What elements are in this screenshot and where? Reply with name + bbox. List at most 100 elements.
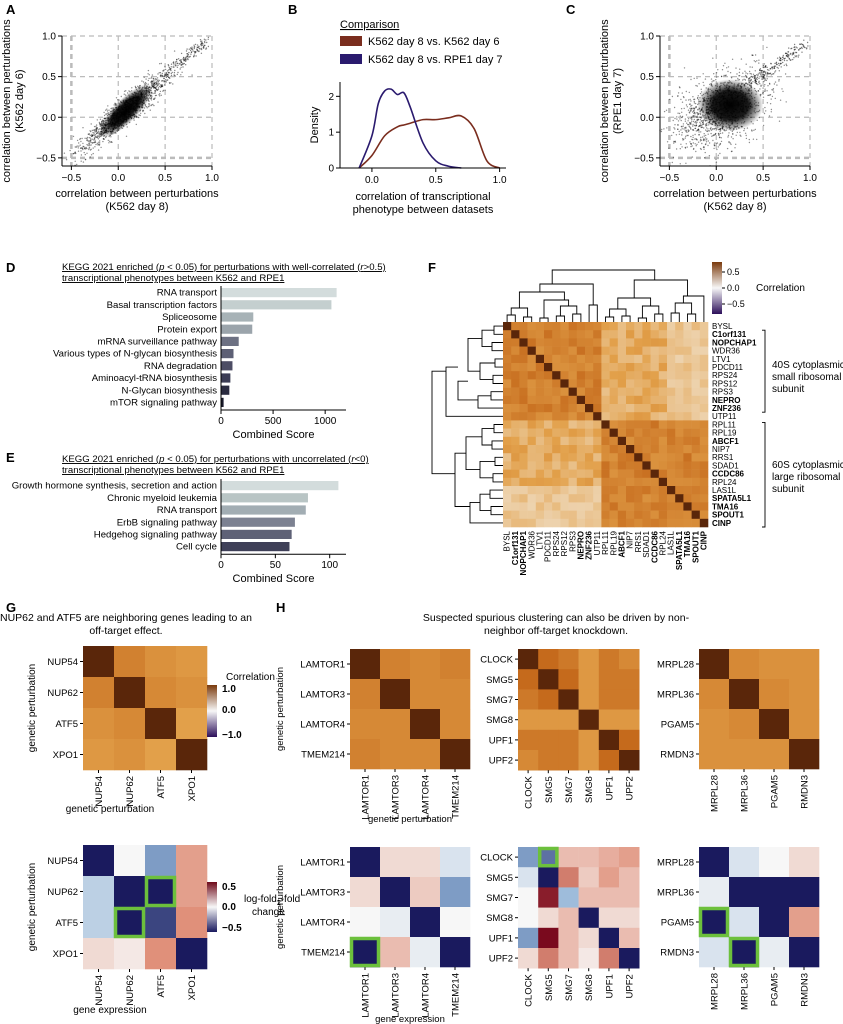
- scatter-point: [152, 92, 154, 95]
- x-tick-label: 0: [218, 416, 224, 427]
- scatter-point: [759, 69, 761, 72]
- heatmap-cell: [593, 338, 602, 347]
- heatmap-cell: [683, 420, 692, 429]
- heatmap-cell: [578, 729, 600, 751]
- scatter-point: [95, 136, 97, 138]
- scatter-point: [138, 116, 140, 119]
- scatter-point: [661, 128, 663, 131]
- scatter-point: [170, 69, 172, 72]
- heatmap-cell: [650, 346, 660, 356]
- scatter-point: [110, 141, 112, 143]
- heatmap-cell: [544, 363, 553, 372]
- heatmap-cell: [617, 420, 627, 429]
- scatter-point: [110, 136, 112, 138]
- scatter-point: [103, 138, 105, 140]
- scatter-point: [700, 88, 702, 91]
- heatmap-cell: [626, 420, 635, 429]
- scatter-point: [759, 68, 762, 70]
- scatter-point: [697, 113, 699, 116]
- scatter-point: [74, 152, 76, 154]
- heatmap-cell: [519, 453, 528, 462]
- heatmap-cell: [598, 867, 620, 888]
- scatter-point: [666, 141, 669, 143]
- heatmap-cell: [380, 709, 411, 740]
- scatter-point: [81, 147, 84, 149]
- scatter-point: [194, 52, 196, 54]
- chart-title-segment: < 0.05) for perturbations with well-corr…: [164, 262, 357, 273]
- col-label: XPO1: [187, 776, 198, 801]
- heatmap-cell: [560, 436, 569, 446]
- scatter-point: [170, 72, 172, 75]
- dendrogram-branch: [633, 279, 688, 298]
- heatmap-cell: [617, 453, 627, 462]
- heatmap-cell: [527, 477, 537, 487]
- heatmap-cell: [658, 395, 668, 405]
- heatmap-cell: [667, 436, 676, 446]
- bar-category-label: Chronic myeloid leukemia: [107, 493, 218, 504]
- heatmap-cell: [410, 847, 441, 878]
- scatter-point: [90, 123, 92, 125]
- heatmap-cell: [658, 469, 668, 479]
- scatter-point: [795, 46, 797, 48]
- scatter-point: [698, 83, 700, 85]
- scatter-point: [83, 151, 85, 154]
- heatmap-cell: [519, 445, 528, 454]
- scatter-point: [697, 141, 700, 143]
- heatmap-cell: [683, 502, 692, 511]
- scatter-point: [806, 41, 809, 44]
- heatmap-cell: [634, 420, 643, 429]
- scatter-point: [96, 127, 99, 129]
- scatter-point: [684, 118, 687, 120]
- scatter-point: [720, 140, 723, 143]
- heatmap-cell: [552, 371, 561, 380]
- heatmap-cell: [558, 948, 579, 969]
- heatmap-cell: [619, 867, 640, 888]
- heatmap-cell: [650, 436, 660, 446]
- dendrogram-branch: [454, 452, 470, 507]
- heatmap-cell: [691, 404, 701, 413]
- scatter-point: [78, 142, 80, 144]
- scatter-point: [756, 76, 759, 79]
- row-label: NUP62: [47, 887, 78, 898]
- heatmap-cell: [683, 477, 692, 487]
- heatmap-cell: [609, 469, 619, 479]
- scatter-point: [93, 137, 96, 139]
- scatter-point: [773, 66, 775, 68]
- heatmap-cell: [699, 518, 709, 528]
- heatmap-cell: [593, 477, 602, 487]
- scatter-point: [738, 75, 741, 77]
- scatter-point: [76, 145, 78, 147]
- scatter-point: [744, 132, 747, 134]
- scatter-point: [88, 146, 91, 148]
- heatmap-cell: [578, 867, 600, 888]
- heatmap-cell: [626, 469, 635, 479]
- scatter-point: [168, 66, 170, 69]
- scatter-point: [793, 49, 795, 51]
- scatter-point: [83, 145, 85, 148]
- scatter-point: [189, 47, 192, 49]
- heatmap-cell: [617, 338, 627, 347]
- scatter-point: [765, 79, 768, 82]
- heatmap-cell: [598, 907, 620, 929]
- heatmap-cell: [675, 379, 684, 388]
- scatter-point: [203, 44, 205, 47]
- scatter-point: [770, 108, 773, 111]
- scatter-point: [164, 79, 167, 81]
- x-tick-label: 500: [265, 416, 282, 427]
- panel-letter-e: E: [6, 450, 15, 465]
- heatmap-cell: [585, 469, 594, 479]
- heatmap-cell: [626, 387, 635, 397]
- heatmap-cell: [675, 494, 684, 503]
- dendrogram-branch: [551, 269, 656, 284]
- heatmap-cell: [675, 354, 684, 364]
- chart-title-line: transcriptional phenotypes between K562 …: [62, 465, 284, 476]
- scatter-point: [766, 90, 768, 92]
- scatter-point: [95, 127, 98, 129]
- scatter-point: [735, 67, 737, 69]
- scatter-point: [730, 143, 732, 146]
- x-axis-label: Combined Score: [233, 429, 315, 441]
- heatmap-cell: [544, 371, 553, 380]
- panel-letter-a: A: [6, 2, 16, 17]
- scatter-point: [107, 139, 110, 142]
- bracket-40s: [762, 329, 766, 413]
